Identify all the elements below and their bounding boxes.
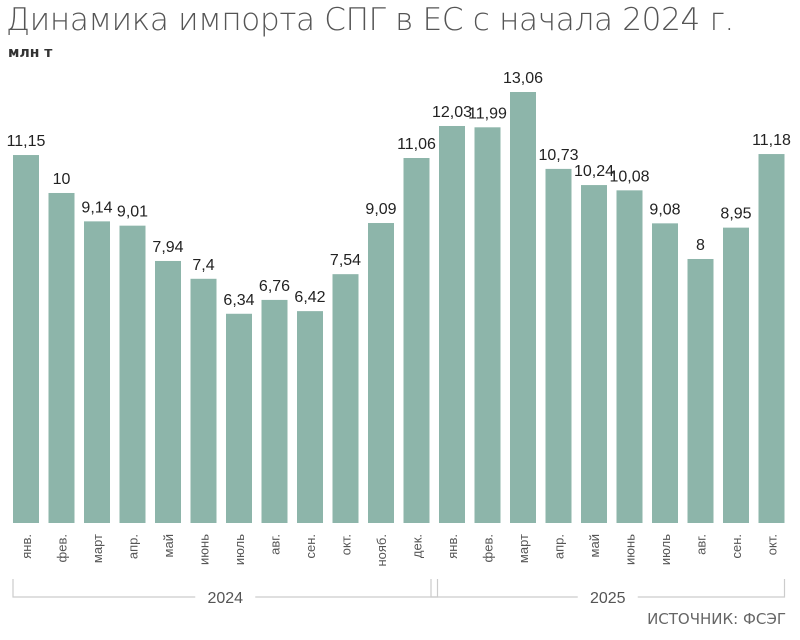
year-label: 2024 [207,590,243,607]
month-label: фев. [481,534,496,562]
bar [13,155,39,523]
value-label: 6,34 [223,292,254,309]
value-label: 10 [53,171,71,188]
bar [155,260,181,523]
value-label: 11,99 [468,105,507,122]
value-label: 9,01 [117,204,148,221]
month-label: окт. [765,534,780,555]
bar [545,168,572,524]
month-label: авг. [268,534,283,555]
source-note: ИСТОЧНИК: ФСЭГ [647,610,786,628]
value-label: 9,14 [81,199,112,216]
month-label: апр. [552,534,567,559]
value-label: 7,94 [152,239,183,256]
bar [474,127,501,523]
month-label: фев. [55,534,70,562]
value-label: 13,06 [503,70,543,87]
month-label: дек. [410,534,425,558]
value-label: 12,03 [432,104,472,121]
bar [581,185,607,523]
unit-label: млн т [8,45,53,61]
month-label: сен. [729,534,744,559]
value-label: 6,42 [294,289,325,306]
month-label: июнь [197,534,212,565]
value-label: 11,18 [752,132,791,149]
chart-title: Динамика импорта СПГ в ЕС с начала 2024 … [6,2,734,38]
month-label: май [161,534,176,557]
year-bracket [430,579,786,598]
month-label: март [90,534,105,563]
month-label: май [587,534,602,557]
year-label: 2025 [590,590,626,607]
bar [510,92,536,523]
month-label: июнь [623,534,638,565]
month-label: янв. [19,534,34,559]
value-label: 11,15 [7,133,46,150]
value-label: 10,73 [538,147,578,164]
bar [297,311,323,523]
value-label: 8,95 [720,206,751,223]
bar [261,299,288,523]
bar [84,221,110,523]
month-label: окт. [339,534,354,555]
bar [190,278,217,523]
bar [48,192,75,523]
month-label: авг. [694,534,709,555]
month-label: сен. [303,534,318,559]
value-label: 6,76 [259,278,290,295]
month-label: июль [658,534,673,565]
month-label: апр. [126,534,141,559]
bar [616,190,643,524]
value-label: 8 [696,237,705,254]
bar [226,313,252,523]
value-label: 11,06 [397,136,436,153]
value-label: 7,4 [192,257,214,274]
bar [652,223,678,523]
month-label: нояб. [374,534,389,567]
bar [332,274,359,523]
bar [368,223,394,523]
value-label: 9,09 [365,201,396,218]
bar [439,125,465,523]
value-label: 10,24 [574,163,614,180]
bar [119,225,146,524]
month-label: июль [232,534,247,565]
value-label: 7,54 [330,252,361,269]
bar [687,258,714,523]
value-label: 9,08 [649,201,680,218]
bar [758,154,785,523]
value-label: 10,08 [609,168,649,185]
month-label: март [516,534,531,563]
month-label: янв. [445,534,460,559]
bar [403,158,430,524]
bar [723,227,749,523]
